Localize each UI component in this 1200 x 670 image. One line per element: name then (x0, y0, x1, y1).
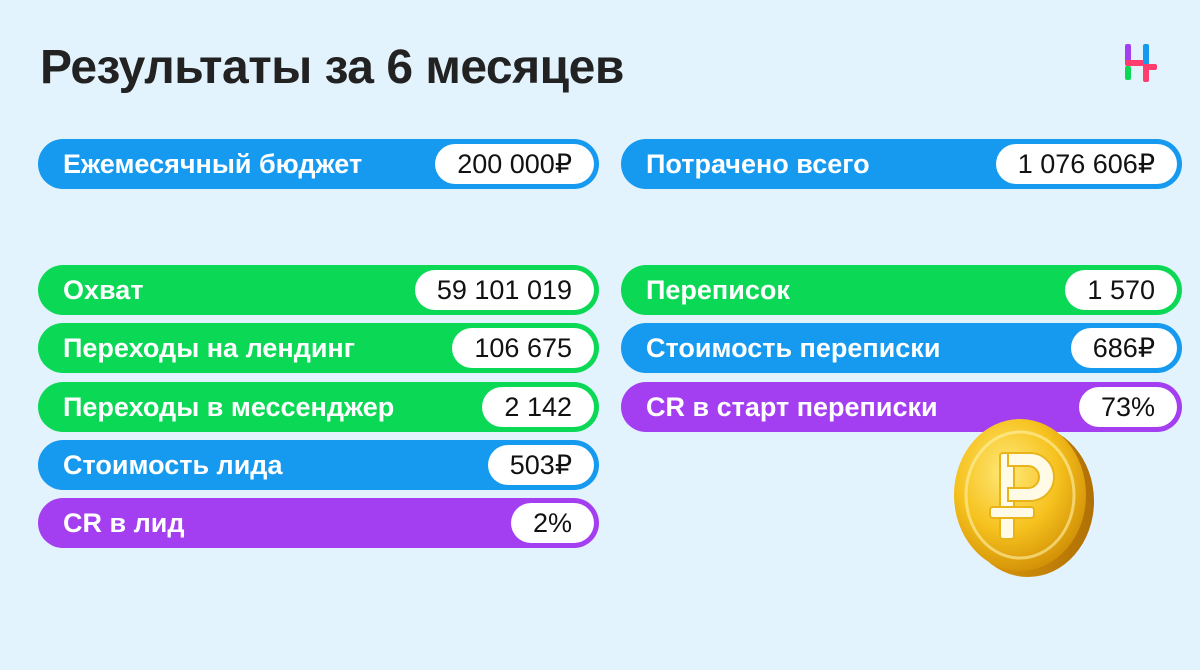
metric-value: 1 570 (1065, 270, 1177, 310)
metric-value: 2% (510, 503, 594, 543)
metric-monthly-budget: Ежемесячный бюджет 200 000₽ (38, 139, 599, 189)
metric-label: Ежемесячный бюджет (63, 148, 363, 179)
logo-icon (1125, 44, 1157, 82)
metric-label: Охват (63, 274, 144, 305)
metric-conversation-cost: Стоимость переписки 686₽ (621, 323, 1182, 373)
metric-value: 686₽ (1070, 328, 1177, 368)
metric-label: CR в старт переписки (646, 391, 938, 422)
metric-value: 2 142 (482, 387, 594, 427)
metric-label: Потрачено всего (646, 148, 870, 179)
metric-label: Стоимость лида (63, 449, 283, 480)
metric-value: 1 076 606₽ (995, 144, 1177, 184)
metric-value: 106 675 (452, 328, 594, 368)
metric-label: CR в лид (63, 507, 185, 538)
metric-label: Переписок (646, 274, 790, 305)
metric-label: Стоимость переписки (646, 332, 941, 363)
metric-value: 59 101 019 (414, 270, 594, 310)
metric-cr-lead: CR в лид 2% (38, 498, 599, 548)
metric-lead-cost: Стоимость лида 503₽ (38, 440, 599, 490)
ruble-coin-icon (954, 419, 1094, 577)
metric-cr-conversation-start: CR в старт переписки 73% (621, 382, 1182, 432)
metric-reach: Охват 59 101 019 (38, 265, 599, 315)
metric-conversations: Переписок 1 570 (621, 265, 1182, 315)
metric-total-spent: Потрачено всего 1 076 606₽ (621, 139, 1182, 189)
metric-value: 503₽ (487, 445, 594, 485)
metric-value: 200 000₽ (435, 144, 594, 184)
metric-landing-clicks: Переходы на лендинг 106 675 (38, 323, 599, 373)
metric-value: 73% (1078, 387, 1177, 427)
metric-label: Переходы в мессенджер (63, 391, 395, 422)
metric-label: Переходы на лендинг (63, 332, 355, 363)
metric-messenger-clicks: Переходы в мессенджер 2 142 (38, 382, 599, 432)
page-title: Результаты за 6 месяцев (40, 41, 624, 94)
